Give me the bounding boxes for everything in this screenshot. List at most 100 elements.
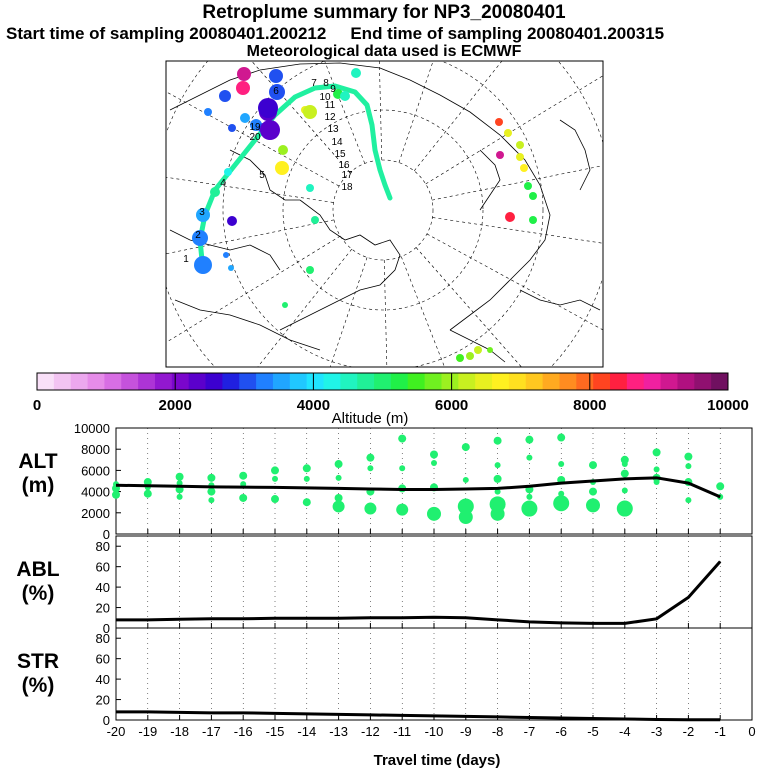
x-tick-label: -8 — [492, 724, 504, 739]
alt-cluster-dot — [271, 466, 279, 475]
trajectory-line — [197, 83, 393, 273]
alt-cluster-dot — [457, 498, 474, 515]
colorbar-swatch — [492, 373, 510, 390]
colorbar-swatch — [205, 373, 223, 390]
trajectory-cluster-dot — [495, 118, 503, 126]
trajectory-cluster-dot — [219, 90, 231, 102]
day-label: 19 — [249, 122, 261, 133]
colorbar-swatch — [340, 373, 358, 390]
alt-cluster-dot — [302, 464, 311, 473]
day-label: 6 — [273, 86, 279, 97]
trajectory-cluster-dot — [223, 252, 229, 258]
colorbar-swatch — [222, 373, 240, 390]
alt-cluster-dot — [461, 443, 470, 452]
trajectory-clusters — [192, 67, 537, 362]
day-label: 9 — [330, 84, 336, 95]
latitude-circle — [332, 159, 434, 261]
colorbar-swatch — [643, 373, 662, 390]
colorbar-tick-label: 10000 — [707, 397, 749, 414]
colorbar-tick-label: 2000 — [159, 397, 192, 414]
coastline — [559, 119, 591, 191]
trajectory-cluster-dot — [516, 141, 524, 149]
colorbar-swatch — [256, 373, 274, 390]
colorbar-swatch — [508, 373, 527, 390]
panel-ylabel-unit: (m) — [22, 474, 55, 497]
y-tick-label: 20 — [96, 693, 110, 708]
day-label: 7 — [311, 78, 317, 89]
alt-cluster-dot — [398, 434, 407, 443]
colorbar-tick-label: 0 — [33, 397, 41, 414]
trajectory-cluster-dot — [516, 153, 524, 161]
x-axis-label: Travel time (days) — [374, 752, 501, 768]
alt-cluster-dot — [143, 478, 152, 487]
alt-cluster-dot — [526, 493, 533, 500]
x-tick-label: -1 — [714, 724, 726, 739]
met-data-label: Meteorological data used is ECMWF — [246, 43, 522, 60]
alt-cluster-dot — [494, 462, 501, 469]
alt-cluster-dot — [332, 500, 345, 513]
alt-cluster-dot — [302, 498, 311, 507]
panel-ylabel: STR — [17, 650, 59, 673]
day-label: 17 — [341, 170, 353, 181]
trajectory-cluster-dot — [210, 187, 220, 197]
trajectory-cluster-dot — [303, 105, 317, 119]
colorbar-swatch — [188, 373, 207, 390]
day-label: 12 — [324, 112, 336, 123]
alt-panel: 0 2000 4000 6000 8000 10000 ALT(m) — [18, 421, 753, 542]
trajectory-cluster-dot — [240, 113, 250, 123]
alt-cluster-dot — [558, 490, 565, 497]
alt-cluster-dot — [557, 433, 566, 442]
alt-cluster-dot — [143, 489, 152, 498]
x-tick-label: -11 — [393, 724, 411, 739]
x-tick-label: -9 — [460, 724, 472, 739]
trajectory-cluster-dot — [282, 302, 288, 308]
trajectory-cluster-dot — [269, 69, 283, 83]
str-panel: -20 -19 -18 -17 -16 -15 -14 -13 -12 -11 -10 -9 -8 -7-… — [17, 627, 756, 739]
colorbar-swatch — [289, 373, 308, 390]
day-label: 15 — [334, 149, 346, 160]
day-label: 1 — [183, 254, 189, 265]
alt-cluster-dot — [589, 461, 597, 470]
coastline — [174, 299, 321, 351]
alt-cluster-dot — [490, 506, 505, 521]
trajectory-cluster-dot — [311, 216, 319, 224]
colorbar-swatch — [37, 373, 55, 390]
colorbar-swatch — [239, 373, 257, 390]
trajectory-cluster-dot — [504, 129, 512, 137]
alt-cluster-dot — [334, 493, 343, 502]
colorbar-swatch — [593, 373, 611, 390]
alt-cluster-dot — [176, 493, 183, 500]
x-tick-label: -15 — [266, 724, 285, 739]
colorbar-swatch — [390, 373, 409, 390]
alt-cluster-dot — [685, 497, 692, 504]
colorbar-swatch — [475, 373, 493, 390]
colorbar-swatch — [610, 373, 628, 390]
colorbar-label: Altitude (m) — [332, 410, 409, 427]
trajectory-cluster-dot — [278, 145, 288, 155]
alt-cluster-dot — [458, 510, 473, 525]
trajectory-cluster-dot — [275, 161, 289, 175]
day-label: 18 — [341, 182, 353, 193]
trajectory-cluster-dot — [306, 266, 314, 274]
trajectory-cluster-dot — [505, 212, 515, 222]
chart-title: Retroplume summary for NP3_20080401 — [202, 2, 566, 23]
y-tick-label: 40 — [96, 672, 110, 687]
colorbar-swatch — [559, 373, 577, 390]
day-label: 14 — [331, 137, 343, 148]
alt-cluster-dot — [207, 487, 216, 496]
colorbar-swatch — [306, 373, 325, 390]
y-tick-label: 20 — [96, 601, 110, 616]
colorbar-swatch — [424, 373, 442, 390]
colorbar-swatch — [138, 373, 156, 390]
alt-cluster-dot — [716, 482, 725, 491]
alt-cluster-dot — [176, 480, 183, 487]
colorbar-swatch — [626, 373, 645, 390]
alt-cluster-dot — [558, 461, 565, 468]
colorbar-swatch — [576, 373, 594, 390]
trajectory-cluster-dot — [227, 216, 237, 226]
trajectory-cluster-dot — [260, 120, 280, 140]
alt-cluster-dot — [589, 487, 597, 496]
y-tick-label: 80 — [96, 539, 110, 554]
sampling-times: Start time of sampling 20080401.200212 En… — [6, 24, 768, 44]
